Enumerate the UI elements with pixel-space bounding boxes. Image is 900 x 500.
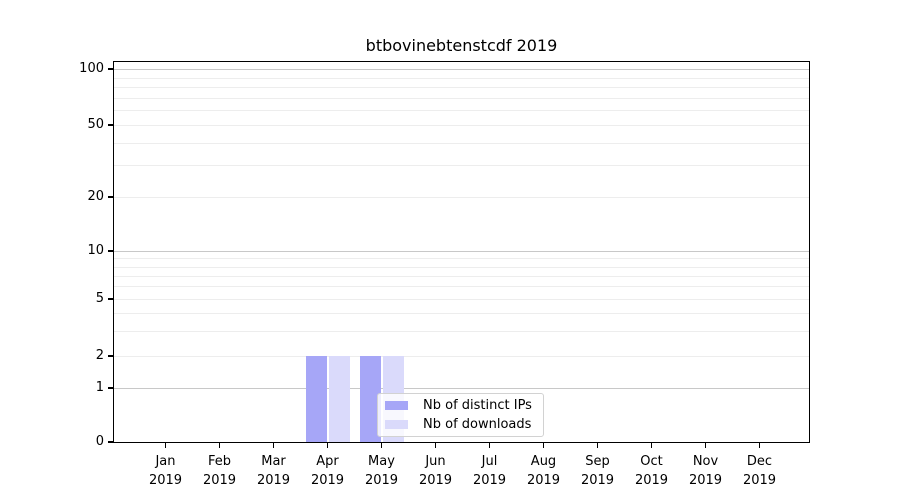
- x-tick-year: 2019: [256, 473, 291, 488]
- bar-distinct-ips: [305, 356, 327, 442]
- x-tick-month: Dec: [746, 454, 773, 469]
- major-gridline: [114, 251, 809, 252]
- legend-swatch: [385, 420, 408, 430]
- minor-gridline: [114, 97, 809, 99]
- legend-label: Nb of distinct IPs: [423, 397, 532, 413]
- minor-gridline: [114, 258, 809, 260]
- y-tick-label: 1: [95, 380, 104, 395]
- x-tick-mark: [272, 443, 275, 448]
- x-tick-month: May: [368, 454, 395, 469]
- y-tick-label: 10: [87, 243, 104, 258]
- x-tick-year: 2019: [418, 473, 453, 488]
- y-tick-mark: [108, 250, 113, 252]
- x-tick-mark: [164, 443, 167, 448]
- minor-gridline: [114, 312, 809, 314]
- y-tick-mark: [108, 441, 113, 443]
- y-tick-mark: [108, 355, 113, 357]
- x-tick-label: Jun 2019: [396, 452, 476, 490]
- minor-gridline: [114, 299, 809, 300]
- y-tick-mark: [108, 298, 113, 300]
- minor-gridline: [114, 197, 809, 198]
- x-tick-mark: [650, 443, 653, 448]
- x-tick-label: Aug 2019: [504, 452, 584, 490]
- x-tick-year: 2019: [202, 473, 237, 488]
- x-tick-month: Feb: [207, 454, 232, 469]
- y-tick-label: 5: [95, 291, 104, 306]
- minor-gridline: [114, 142, 809, 144]
- legend-label: Nb of downloads: [423, 417, 532, 433]
- x-tick-month: Jan: [155, 454, 176, 469]
- x-tick-label: Apr 2019: [288, 452, 368, 490]
- x-tick-month: Jul: [481, 454, 498, 469]
- legend-swatch: [385, 400, 408, 410]
- x-tick-year: 2019: [688, 473, 723, 488]
- x-tick-label: Oct 2019: [612, 452, 692, 490]
- x-tick-mark: [704, 443, 707, 448]
- x-tick-label: Nov 2019: [666, 452, 746, 490]
- major-gridline: [114, 69, 809, 70]
- x-tick-month: Nov: [692, 454, 719, 469]
- y-tick-mark: [108, 196, 113, 198]
- minor-gridline: [114, 110, 809, 112]
- minor-gridline: [114, 286, 809, 288]
- y-tick-label: 100: [79, 61, 104, 76]
- major-gridline: [114, 388, 809, 389]
- x-tick-year: 2019: [526, 473, 561, 488]
- x-tick-mark: [488, 443, 491, 448]
- legend-item: Nb of distinct IPs: [378, 397, 543, 414]
- minor-gridline: [114, 330, 809, 332]
- x-tick-month: Aug: [530, 454, 557, 469]
- x-tick-mark: [434, 443, 437, 448]
- x-tick-year: 2019: [472, 473, 507, 488]
- legend-item: Nb of downloads: [378, 416, 543, 433]
- x-tick-month: Oct: [640, 454, 663, 469]
- plot-area: [113, 61, 810, 443]
- y-tick-mark: [108, 68, 113, 70]
- x-tick-year: 2019: [634, 473, 669, 488]
- x-tick-year: 2019: [310, 473, 345, 488]
- x-tick-label: Sep 2019: [558, 452, 638, 490]
- minor-gridline: [114, 266, 809, 268]
- minor-gridline: [114, 77, 809, 79]
- y-tick-label: 20: [87, 189, 104, 204]
- x-tick-label: Mar 2019: [234, 452, 314, 490]
- bar-downloads: [328, 356, 350, 442]
- y-tick-mark: [108, 124, 113, 126]
- x-tick-year: 2019: [742, 473, 777, 488]
- x-tick-month: Mar: [261, 454, 286, 469]
- minor-gridline: [114, 356, 809, 357]
- x-tick-mark: [596, 443, 599, 448]
- x-tick-year: 2019: [580, 473, 615, 488]
- x-tick-label: Feb 2019: [180, 452, 260, 490]
- x-tick-month: Jun: [425, 454, 446, 469]
- x-tick-mark: [326, 443, 329, 448]
- x-tick-label: Dec 2019: [720, 452, 800, 490]
- minor-gridline: [114, 275, 809, 277]
- minor-gridline: [114, 125, 809, 126]
- x-tick-mark: [758, 443, 761, 448]
- y-tick-label: 2: [95, 348, 104, 363]
- legend: Nb of distinct IPs Nb of downloads: [377, 393, 544, 437]
- x-tick-label: Jan 2019: [126, 452, 206, 490]
- y-tick-label: 0: [95, 434, 104, 449]
- y-tick-mark: [108, 387, 113, 389]
- x-tick-month: Sep: [585, 454, 610, 469]
- minor-gridline: [114, 87, 809, 88]
- x-tick-mark: [218, 443, 221, 448]
- x-tick-mark: [542, 443, 545, 448]
- x-tick-label: May 2019: [342, 452, 422, 490]
- x-tick-label: Jul 2019: [450, 452, 530, 490]
- x-tick-year: 2019: [364, 473, 399, 488]
- x-tick-year: 2019: [148, 473, 183, 488]
- x-tick-month: Apr: [316, 454, 339, 469]
- x-tick-mark: [380, 443, 383, 448]
- chart-title: btbovinebtenstcdf 2019: [365, 36, 558, 55]
- minor-gridline: [114, 165, 809, 167]
- y-tick-label: 50: [87, 117, 104, 132]
- bar-distinct-ips: [359, 356, 381, 442]
